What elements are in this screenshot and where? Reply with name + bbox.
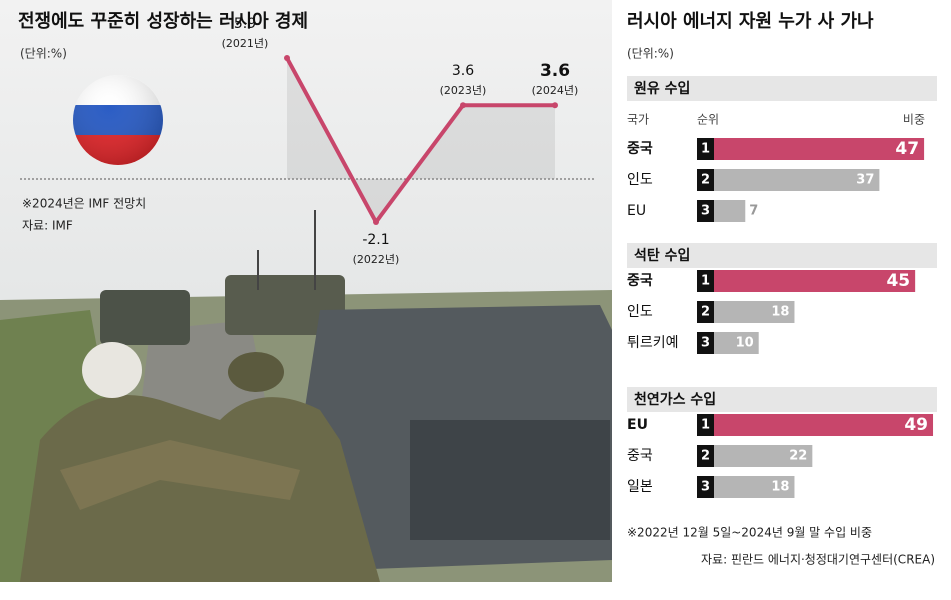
rank-box bbox=[697, 138, 714, 160]
value-label: 7 bbox=[749, 204, 758, 219]
rank-label: 2 bbox=[701, 449, 710, 464]
value-label: 49 bbox=[904, 415, 928, 435]
value-label: 3.6 bbox=[452, 63, 474, 79]
point bbox=[284, 55, 290, 62]
rank-label: 1 bbox=[701, 274, 710, 289]
bar bbox=[714, 200, 746, 222]
note: ※2022년 12월 5일~2024년 9월 말 수입 비중 bbox=[627, 526, 872, 540]
unit: (단위:%) bbox=[627, 47, 674, 61]
note: ※2024년은 IMF 전망치 bbox=[22, 197, 146, 211]
rank-box bbox=[697, 414, 714, 436]
value-label: 3.6 bbox=[540, 61, 570, 81]
rank-box bbox=[697, 445, 714, 467]
rank-box bbox=[697, 301, 714, 323]
country-label: EU bbox=[627, 203, 646, 219]
rank-label: 1 bbox=[701, 418, 710, 433]
rank-label: 3 bbox=[701, 204, 710, 219]
value-label: -2.1 bbox=[362, 232, 389, 248]
bar bbox=[714, 476, 795, 498]
section-title: 원유 수입 bbox=[634, 81, 690, 97]
rank-box bbox=[697, 270, 714, 292]
value-label: 22 bbox=[789, 449, 807, 464]
category-label: (2022년) bbox=[353, 253, 400, 266]
column-header: 국가 bbox=[627, 113, 649, 127]
line-chart: 5.9 (2021년) -2.1 (2022년) 3.6 (2023년) 3.6 (2024년… bbox=[20, 16, 595, 266]
category-label: (2021년) bbox=[222, 37, 269, 50]
section-header-bg bbox=[627, 76, 937, 101]
point bbox=[460, 102, 466, 109]
country-label: 인도 bbox=[627, 304, 653, 320]
country-label: 중국 bbox=[627, 273, 653, 289]
photo bbox=[0, 210, 612, 582]
note: 자료: 핀란드 에너지·청정대기연구센터(CREA) bbox=[701, 553, 935, 567]
chart-title: 전쟁에도 꾸준히 성장하는 러시아 경제 bbox=[18, 11, 308, 32]
note: 자료: IMF bbox=[22, 219, 73, 233]
country-label: 튀르키예 bbox=[627, 335, 679, 351]
country-label: 중국 bbox=[627, 448, 653, 464]
country-label: 중국 bbox=[627, 141, 653, 157]
rank-box bbox=[697, 476, 714, 498]
rank-label: 2 bbox=[701, 173, 710, 188]
section-title: 천연가스 수입 bbox=[634, 392, 716, 408]
bar bbox=[714, 270, 916, 292]
section-header-bg bbox=[627, 243, 937, 268]
country-label: 일본 bbox=[627, 479, 653, 495]
line bbox=[285, 57, 555, 225]
value-label: 5.9 bbox=[234, 16, 256, 32]
rank-box bbox=[697, 169, 714, 191]
rank-label: 2 bbox=[701, 305, 710, 320]
value-label: 45 bbox=[886, 271, 910, 291]
value-label: 18 bbox=[771, 480, 789, 495]
category-label: (2024년) bbox=[532, 84, 579, 97]
bar bbox=[714, 414, 934, 436]
bar bbox=[714, 332, 759, 354]
country-label: 인도 bbox=[627, 172, 653, 188]
category-label: (2023년) bbox=[440, 84, 487, 97]
unit: (단위:%) bbox=[20, 47, 67, 61]
section-header-bg bbox=[627, 387, 937, 412]
point bbox=[373, 219, 379, 226]
panel-title: 러시아 에너지 자원 누가 사 가나 bbox=[627, 11, 874, 32]
column-header: 비중 bbox=[903, 113, 925, 127]
bar bbox=[714, 301, 795, 323]
rank-box bbox=[697, 200, 714, 222]
value-label: 37 bbox=[856, 173, 874, 188]
bar bbox=[714, 445, 813, 467]
value-label: 10 bbox=[736, 336, 754, 351]
rank-label: 3 bbox=[701, 336, 710, 351]
bar bbox=[714, 138, 925, 160]
rank-label: 1 bbox=[701, 142, 710, 157]
section-title: 석탄 수입 bbox=[634, 247, 690, 264]
value-label: 18 bbox=[771, 305, 789, 320]
rank-label: 3 bbox=[701, 480, 710, 495]
value-label: 47 bbox=[895, 139, 919, 159]
rank-box bbox=[697, 332, 714, 354]
bottom-margin bbox=[0, 582, 612, 600]
country-label: EU bbox=[627, 417, 648, 433]
point bbox=[552, 102, 558, 109]
bar bbox=[714, 169, 880, 191]
column-header: 순위 bbox=[697, 113, 719, 127]
